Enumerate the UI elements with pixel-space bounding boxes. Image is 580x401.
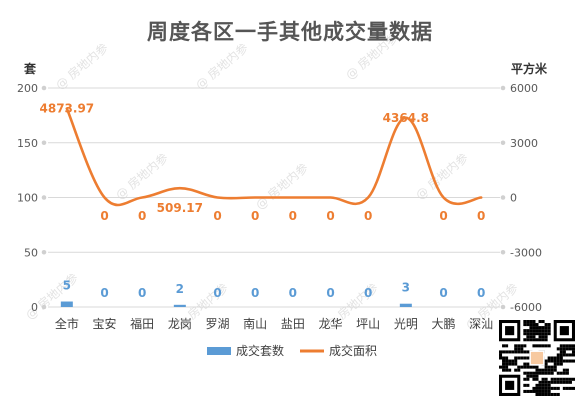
y-left-tick-label: 200 xyxy=(17,82,38,95)
y-left-tick-marker xyxy=(41,195,47,200)
y-right-tick-label: 3000 xyxy=(510,137,538,150)
y-right-tick-marker xyxy=(500,85,506,91)
y-right-tick-label: -6000 xyxy=(510,301,542,314)
line-value-label: 0 xyxy=(439,209,447,223)
line-value-label: 0 xyxy=(326,209,334,223)
line-value-label: 4873.97 xyxy=(40,102,95,116)
bar-value-label: 0 xyxy=(477,286,485,300)
y-left-tick-label: 100 xyxy=(17,192,38,205)
x-tick-label: 大鹏 xyxy=(431,317,455,331)
line-value-label: 0 xyxy=(213,209,221,223)
legend-label-line: 成交面积 xyxy=(329,343,377,358)
bar-value-label: 0 xyxy=(439,286,447,300)
y-left-tick-label: 0 xyxy=(31,301,38,314)
y-right-tick-label: 6000 xyxy=(510,82,538,95)
bar-value-label: 5 xyxy=(63,279,71,293)
right-axis-unit: 平方米 xyxy=(511,62,548,76)
x-tick-label: 全市 xyxy=(55,316,79,331)
x-tick-label: 福田 xyxy=(130,316,154,331)
line-value-label: 0 xyxy=(477,209,485,223)
watermark-text: @ 房地内参 xyxy=(22,270,81,323)
legend-label-bar: 成交套数 xyxy=(236,343,284,358)
y-left-tick-label: 150 xyxy=(17,137,38,150)
line-value-label: 0 xyxy=(289,209,297,223)
watermark-text: @ 房地内参 xyxy=(112,150,171,203)
watermark-text: @ 房地内参 xyxy=(252,160,311,213)
line-value-label: 509.17 xyxy=(157,201,203,215)
series-line-area xyxy=(65,107,483,207)
y-right-tick-marker xyxy=(500,304,506,310)
x-tick-label: 龙岗 xyxy=(168,317,192,331)
line-value-label: 0 xyxy=(364,209,372,223)
x-tick-label: 光明 xyxy=(394,317,418,331)
x-tick-label: 盐田 xyxy=(281,317,305,331)
y-left-tick-marker xyxy=(41,85,47,91)
bar-value-label: 0 xyxy=(289,286,297,300)
y-left-tick-label: 50 xyxy=(24,246,38,259)
y-right-tick-marker xyxy=(500,249,506,255)
y-right-tick-marker xyxy=(500,140,506,146)
watermark-text: @ 房地内参 xyxy=(52,40,111,93)
y-right-tick-label: -3000 xyxy=(510,246,542,259)
bar-value-label: 0 xyxy=(100,286,108,300)
bar xyxy=(173,304,186,307)
line-value-label: 4364.8 xyxy=(383,111,429,125)
legend-swatch-bar xyxy=(207,347,231,355)
bar-value-label: 0 xyxy=(326,286,334,300)
x-tick-label: 龙华 xyxy=(318,317,342,331)
x-tick-label: 深汕 xyxy=(469,317,493,331)
bar-value-label: 0 xyxy=(213,286,221,300)
line-value-label: 0 xyxy=(138,209,146,223)
bar xyxy=(60,301,73,307)
y-left-tick-marker xyxy=(41,249,47,255)
bar-value-label: 2 xyxy=(176,282,184,296)
x-tick-label: 罗湖 xyxy=(205,316,229,331)
x-tick-label: 坪山 xyxy=(356,317,380,331)
y-right-tick-label: 0 xyxy=(510,192,517,205)
x-tick-label: 宝安 xyxy=(92,316,116,331)
chart-title: 周度各区一手其他成交量数据 xyxy=(147,20,433,44)
x-tick-label: 南山 xyxy=(243,316,267,331)
y-left-tick-marker xyxy=(41,140,47,146)
left-axis-unit: 套 xyxy=(24,62,37,76)
line-value-label: 0 xyxy=(251,209,259,223)
y-right-tick-marker xyxy=(500,195,506,200)
bar-value-label: 3 xyxy=(402,281,410,295)
bar-value-label: 0 xyxy=(251,286,259,300)
bar-value-label: 0 xyxy=(138,286,146,300)
line-value-label: 0 xyxy=(100,209,108,223)
qr-code-icon xyxy=(499,320,575,396)
watermark-text: @ 房地内参 xyxy=(192,40,251,93)
bar xyxy=(399,303,412,307)
y-left-tick-marker xyxy=(41,304,47,310)
bar-value-label: 0 xyxy=(364,286,372,300)
